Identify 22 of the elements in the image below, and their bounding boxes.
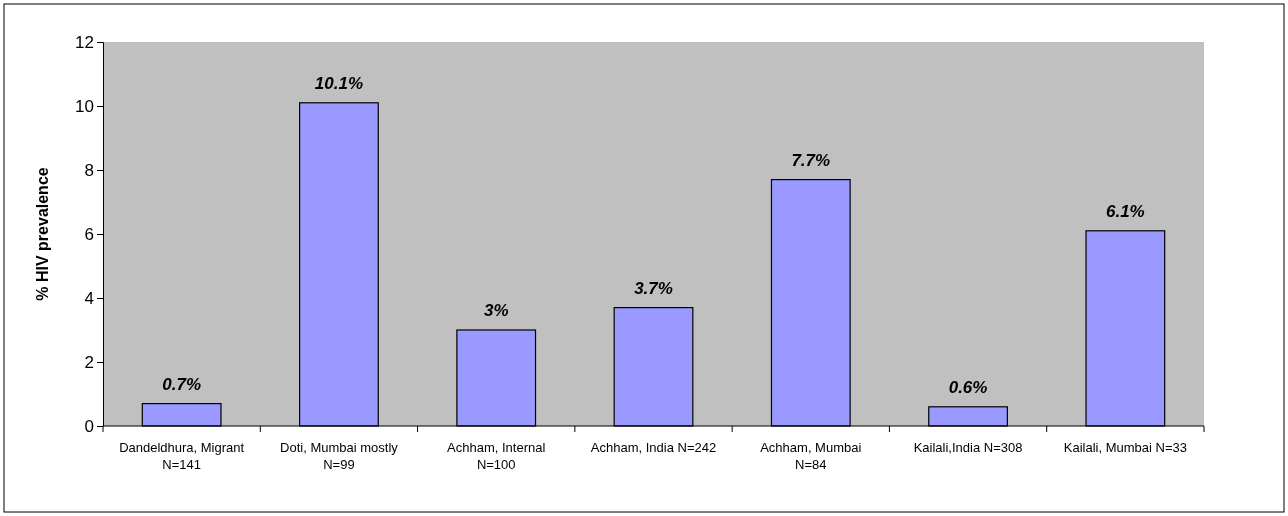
data-label: 7.7% [791,150,831,170]
data-label: 10.1% [314,73,364,93]
x-tick-label: Kailali, Mumbai N=33 [1063,440,1187,455]
data-label: 0.7% [162,374,202,394]
y-tick-label: 10 [75,96,94,116]
y-axis-title: % HIV prevalence [34,167,51,301]
data-label: 6.1% [1105,201,1145,221]
y-tick-label: 2 [84,352,94,372]
x-tick-label: Achham, India N=242 [590,440,717,455]
y-tick-label: 0 [84,416,94,436]
x-tick-label: Achham, Internal N=100 [447,440,546,472]
y-tick-label: 4 [84,288,94,308]
y-tick-label: 6 [84,224,94,244]
y-tick-label: 12 [75,32,94,52]
x-tick-label: Achham, Mumbai N=84 [760,440,862,472]
x-tick-label: Doti, Mumbai mostly N=99 [280,440,399,472]
data-label: 0.6% [948,377,988,397]
x-tick-label: Dandeldhura, Migrant N=141 [119,440,245,472]
data-label: 3.7% [634,278,673,298]
y-tick-label: 8 [84,160,94,180]
data-label: 3% [483,301,509,320]
x-tick-label: Kailali,India N=308 [913,440,1023,455]
